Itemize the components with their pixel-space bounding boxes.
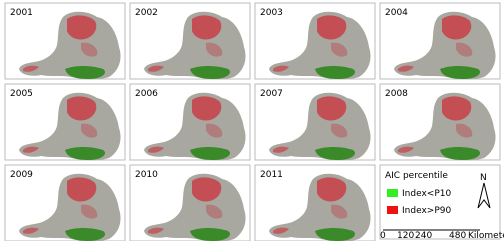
- map-panel: 2004: [380, 3, 500, 79]
- map-panel: 2011: [255, 165, 375, 241]
- legend-label: Index<P10: [402, 189, 451, 199]
- map-figure: 2001 2002 2003 2004 2005 2006 2007 2008 2009 2010…: [0, 0, 504, 241]
- legend-label: Index>P90: [402, 206, 451, 216]
- map-panel: 2003: [255, 3, 375, 79]
- map-panel: 2010: [130, 165, 250, 241]
- year-label: 2007: [260, 89, 283, 99]
- year-label: 2004: [385, 8, 408, 18]
- legend-title: AIC percentile: [385, 171, 448, 181]
- map-panel: 2008: [380, 84, 500, 160]
- legend-swatch: [387, 206, 398, 214]
- map-panel: 2002: [130, 3, 250, 79]
- legend-panel: AIC percentile Index<P10 Index>P90 N 0 1…: [380, 165, 504, 241]
- year-label: 2003: [260, 8, 283, 18]
- scale-label: 240: [415, 231, 432, 241]
- year-label: 2001: [10, 8, 33, 18]
- scale-label: 120: [397, 231, 414, 241]
- scale-label: 0: [380, 231, 386, 241]
- year-label: 2009: [10, 170, 33, 180]
- year-label: 2006: [135, 89, 158, 99]
- year-label: 2002: [135, 8, 158, 18]
- map-panel: 2009: [5, 165, 125, 241]
- map-panel: 2001: [5, 3, 125, 79]
- year-label: 2010: [135, 170, 158, 180]
- year-label: 2005: [10, 89, 33, 99]
- year-label: 2008: [385, 89, 408, 99]
- year-label: 2011: [260, 170, 283, 180]
- map-panel: 2006: [130, 84, 250, 160]
- scale-label: 480: [449, 231, 466, 241]
- map-panel: 2007: [255, 84, 375, 160]
- north-label: N: [480, 173, 487, 183]
- map-panel: 2005: [5, 84, 125, 160]
- legend-swatch: [387, 189, 398, 197]
- scale-unit: Kilometers: [468, 231, 504, 241]
